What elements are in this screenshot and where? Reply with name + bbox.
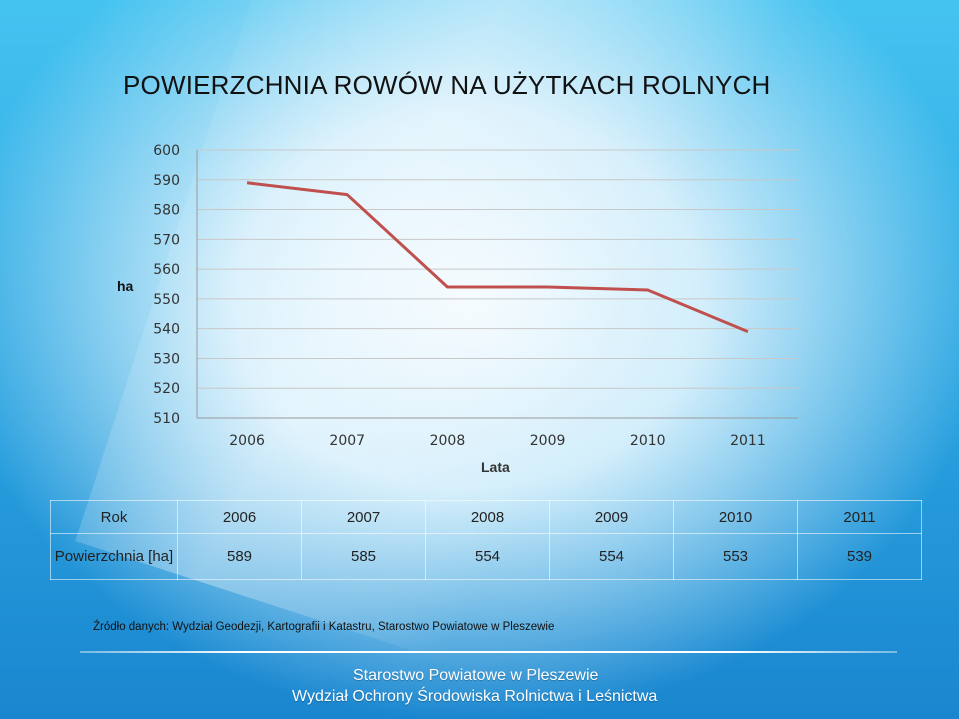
table-year-cell: 2007: [301, 500, 426, 534]
y-tick-label: 520: [153, 381, 180, 397]
y-tick-label: 530: [153, 351, 180, 367]
y-tick-label: 600: [153, 143, 180, 159]
x-tick-label: 2008: [430, 433, 466, 449]
slide-title: POWIERZCHNIA ROWÓW NA UŻYTKACH ROLNYCH: [123, 70, 771, 100]
footer-institution: Starostwo Powiatowe w Pleszewie: [353, 667, 599, 684]
line-chart: 510 520 530 540 550 560 570 580 590 600 2006 2007 20…: [153, 143, 798, 449]
y-tick-label: 580: [153, 203, 180, 219]
table-value-row: Powierzchnia [ha] 589 585 554 554 553 53…: [50, 533, 922, 580]
table-year-cell: 2006: [177, 500, 302, 534]
y-axis-title: ha: [117, 278, 134, 294]
table-year-cell: 2009: [549, 500, 674, 534]
y-tick-label: 560: [153, 262, 180, 278]
table-header-row: Rok 2006 2007 2008 2009 2010 2011: [50, 500, 922, 534]
table-header-label: Rok: [50, 500, 178, 534]
table-row-label: Powierzchnia [ha]: [50, 533, 178, 580]
table-year-cell: 2010: [673, 500, 798, 534]
table-year-cell: 2011: [797, 500, 922, 534]
y-tick-label: 590: [153, 173, 180, 189]
y-tick-label: 550: [153, 292, 180, 308]
x-tick-label: 2007: [329, 433, 365, 449]
table-value-cell: 539: [797, 533, 922, 580]
table-value-cell: 554: [425, 533, 550, 580]
table-value-cell: 589: [177, 533, 302, 580]
footer-divider: [80, 651, 897, 653]
data-table: Rok 2006 2007 2008 2009 2010 2011 Powier…: [50, 500, 922, 580]
table-value-cell: 553: [673, 533, 798, 580]
footer-department: Wydział Ochrony Środowiska Rolnictwa i L…: [292, 688, 658, 705]
series-line: [246, 181, 749, 334]
table-value-cell: 554: [549, 533, 674, 580]
y-tick-label: 570: [153, 232, 180, 248]
y-tick-label: 540: [153, 322, 180, 338]
table-value-cell: 585: [301, 533, 426, 580]
y-tick-label: 510: [153, 411, 180, 427]
data-source-note: Źródło danych: Wydział Geodezji, Kartogr…: [93, 621, 555, 633]
x-tick-label: 2010: [630, 433, 666, 449]
x-tick-label: 2006: [229, 433, 265, 449]
x-axis-title: Lata: [481, 459, 510, 475]
x-tick-label: 2011: [730, 433, 766, 449]
x-tick-label: 2009: [530, 433, 566, 449]
table-year-cell: 2008: [425, 500, 550, 534]
